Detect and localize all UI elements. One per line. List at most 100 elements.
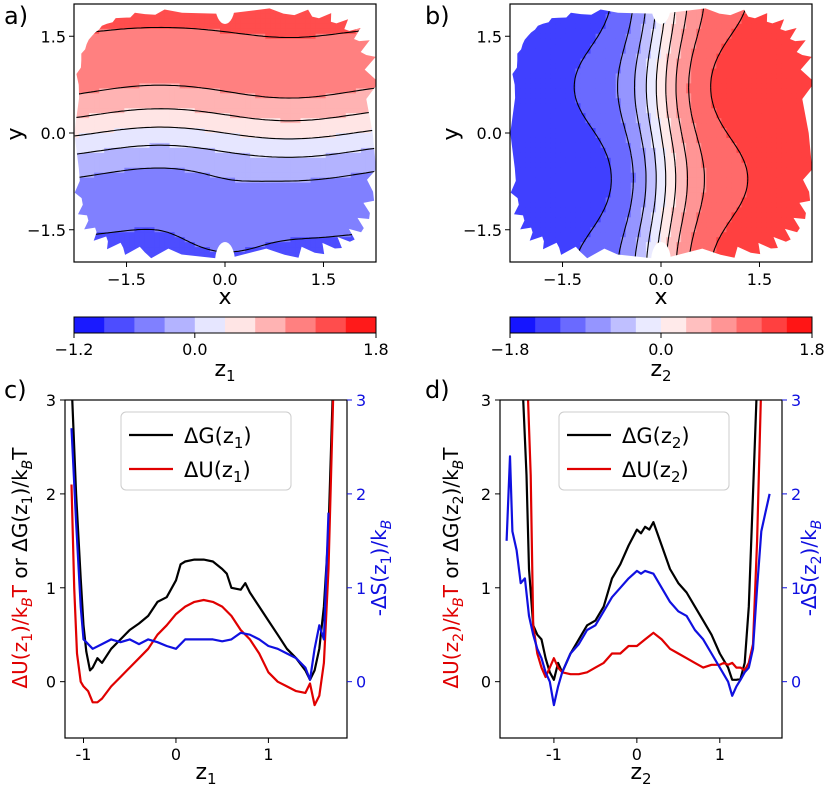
contour-cell bbox=[330, 23, 337, 30]
contour-cell bbox=[240, 93, 246, 99]
contour-cell bbox=[159, 128, 166, 134]
contour-cell bbox=[515, 53, 521, 60]
contour-cell bbox=[640, 167, 647, 174]
contour-cell bbox=[240, 48, 246, 55]
contour-cell bbox=[615, 13, 622, 20]
colorbar-segment bbox=[225, 317, 256, 333]
contour-cell bbox=[104, 147, 110, 154]
contour-cell bbox=[235, 207, 241, 213]
contour-cell bbox=[209, 48, 216, 55]
contour-cell bbox=[300, 142, 307, 149]
contour-cell bbox=[275, 28, 281, 35]
contour-cell bbox=[540, 187, 546, 194]
contour-cell bbox=[650, 28, 657, 35]
contour-cell bbox=[134, 242, 141, 248]
contour-cell bbox=[320, 123, 327, 129]
contour-cell bbox=[681, 147, 687, 154]
contour-cell bbox=[560, 172, 566, 179]
contour-cell bbox=[540, 23, 546, 30]
contour-cell bbox=[645, 38, 652, 45]
contour-cell bbox=[671, 142, 677, 149]
contour-cell bbox=[250, 182, 256, 189]
contour-cell bbox=[595, 113, 602, 119]
contour-cell bbox=[104, 142, 110, 149]
contour-cell bbox=[174, 18, 181, 25]
contour-cell bbox=[139, 192, 146, 199]
contour-cell bbox=[625, 197, 632, 204]
contour-cell bbox=[285, 137, 292, 144]
contour-cell bbox=[590, 222, 597, 228]
contour-cell bbox=[605, 98, 612, 104]
contour-cell bbox=[199, 232, 206, 238]
contour-cell bbox=[525, 187, 531, 194]
contour-cell bbox=[174, 103, 181, 109]
contour-cell bbox=[595, 247, 602, 253]
contour-cell bbox=[565, 187, 571, 194]
contour-cell bbox=[260, 232, 266, 238]
contour-cell bbox=[179, 227, 186, 233]
contour-cell bbox=[330, 103, 337, 109]
contour-cell bbox=[570, 113, 577, 119]
contour-cell bbox=[650, 182, 657, 189]
contour-cell bbox=[144, 227, 151, 233]
contour-cell bbox=[219, 38, 226, 45]
contour-cell bbox=[214, 172, 221, 179]
contour-cell bbox=[330, 172, 337, 179]
contour-cell bbox=[535, 232, 541, 238]
contour-cell bbox=[79, 142, 85, 149]
contour-cell bbox=[129, 53, 135, 60]
contour-cell bbox=[235, 187, 241, 194]
contour-cell bbox=[671, 128, 677, 134]
contour-cell bbox=[550, 73, 556, 80]
contour-cell bbox=[280, 23, 286, 30]
contour-cell bbox=[645, 207, 652, 213]
contour-cell bbox=[124, 123, 130, 129]
contour-cell bbox=[565, 152, 571, 159]
contour-cell bbox=[635, 247, 642, 253]
contour-cell bbox=[580, 142, 587, 149]
contour-cell bbox=[109, 108, 115, 114]
contour-cell bbox=[114, 123, 120, 129]
contour-cell bbox=[109, 63, 115, 70]
contour-cell bbox=[340, 142, 347, 149]
contour-cell bbox=[585, 252, 592, 258]
contour-cell bbox=[270, 237, 276, 243]
contour-cell bbox=[164, 43, 171, 50]
contour-cell bbox=[214, 53, 221, 60]
contour-cell bbox=[315, 63, 322, 70]
contour-cell bbox=[590, 142, 597, 149]
contour-cell bbox=[260, 128, 266, 134]
contour-cell bbox=[199, 83, 206, 89]
contour-cell bbox=[79, 137, 85, 144]
contour-cell bbox=[214, 108, 221, 114]
contour-cell bbox=[315, 88, 322, 94]
contour-cell bbox=[280, 48, 286, 55]
panel-label-c: c) bbox=[4, 376, 27, 404]
contour-cell bbox=[250, 232, 256, 238]
contour-cell bbox=[550, 147, 556, 154]
contour-cell bbox=[230, 192, 236, 199]
contour-cell bbox=[676, 93, 682, 99]
contour-cell bbox=[575, 43, 582, 50]
contour-cell bbox=[270, 18, 276, 25]
contour-cell bbox=[199, 217, 206, 223]
contour-cell bbox=[600, 93, 607, 99]
contour-cell bbox=[184, 152, 191, 159]
contour-cell bbox=[620, 217, 627, 223]
contour-cell bbox=[230, 142, 236, 149]
contour-cell bbox=[655, 108, 662, 114]
contour-cell bbox=[525, 202, 531, 209]
contour-cell bbox=[335, 157, 342, 164]
contour-cell bbox=[350, 103, 357, 109]
contour-cell bbox=[295, 103, 302, 109]
contour-cell bbox=[585, 172, 592, 179]
contour-cell bbox=[260, 113, 266, 119]
contour-cell bbox=[149, 93, 156, 99]
contour-cell bbox=[555, 43, 561, 50]
contour-cell bbox=[189, 252, 196, 258]
contour-cell bbox=[350, 83, 357, 89]
contour-cell bbox=[645, 197, 652, 204]
contour-cell bbox=[600, 242, 607, 248]
contour-cell bbox=[671, 113, 677, 119]
contour-cell bbox=[280, 18, 286, 25]
